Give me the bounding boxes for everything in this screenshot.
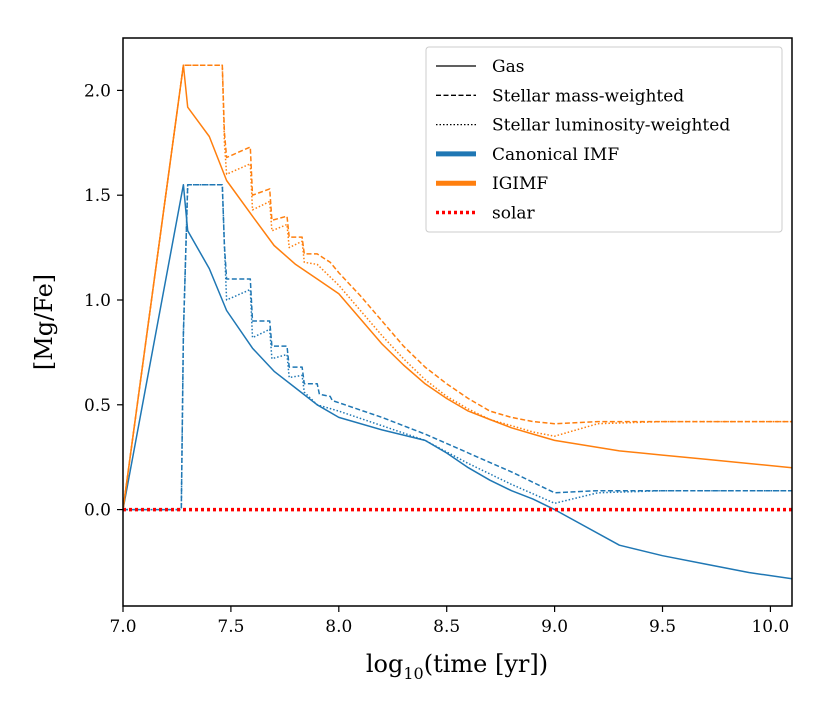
x-tick-label: 9.0	[541, 617, 568, 637]
legend-label-igimf: IGIMF	[492, 174, 548, 194]
x-tick-label: 7.0	[109, 617, 136, 637]
legend: Gas Stellar mass-weighted Stellar luminosi…	[425, 46, 783, 233]
series-canonical-imf-stellar-luminosity-weighted	[123, 183, 792, 511]
x-axis-ticks: 7.0 7.5 8.0 8.5 9.0 9.5 10.0	[109, 606, 789, 637]
series-igimf-gas	[123, 64, 792, 510]
y-tick-label: 0.0	[84, 501, 111, 521]
plot-frame	[122, 37, 793, 607]
y-tick-label: 0.5	[84, 396, 111, 416]
legend-label-canonical-imf: Canonical IMF	[492, 145, 619, 165]
legend-label-stellar-luminosity-weighted: Stellar luminosity-weighted	[492, 116, 730, 136]
legend-frame	[425, 46, 783, 233]
x-tick-label: 8.5	[433, 617, 460, 637]
series-canonical-imf-gas	[123, 183, 792, 580]
x-axis-label: log10(time [yr])	[366, 650, 548, 683]
series-layer	[123, 64, 792, 580]
legend-label-stellar-mass-weighted: Stellar mass-weighted	[492, 86, 684, 106]
y-tick-label: 1.5	[84, 186, 111, 206]
series-igimf-stellar-luminosity-weighted	[123, 64, 792, 510]
x-tick-label: 10.0	[751, 617, 789, 637]
y-tick-label: 1.0	[84, 291, 111, 311]
series-canonical-imf-stellar-mass-weighted	[123, 183, 792, 511]
series-igimf-stellar-mass-weighted	[123, 64, 792, 510]
y-tick-label: 2.0	[84, 81, 111, 101]
x-tick-label: 7.5	[217, 617, 244, 637]
legend-label-solar: solar	[492, 204, 536, 224]
x-tick-label: 9.5	[649, 617, 676, 637]
x-tick-label: 8.0	[325, 617, 352, 637]
legend-label-gas: Gas	[492, 57, 524, 77]
y-axis-label: [Mg/Fe]	[30, 274, 58, 370]
y-axis-ticks: 0.0 0.5 1.0 1.5 2.0	[84, 81, 123, 521]
